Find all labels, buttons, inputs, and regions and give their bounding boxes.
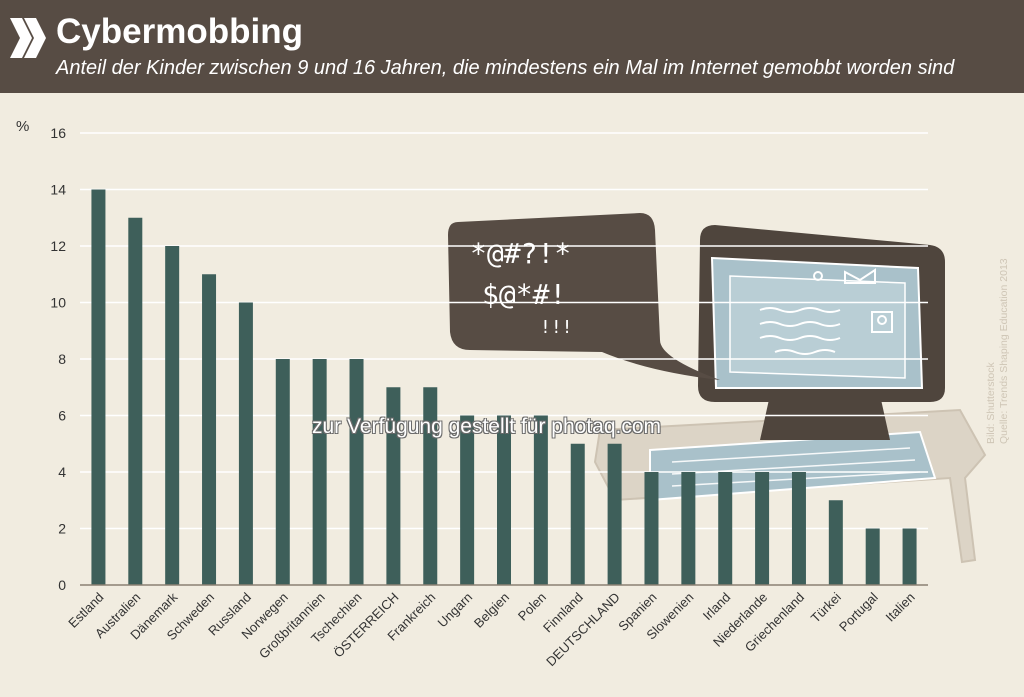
watermark-text: zur Verfügung gestellt für photaq.com — [312, 415, 662, 438]
x-tick-label: Ungarn — [434, 590, 475, 631]
bar-russland — [238, 302, 253, 585]
y-tick-label: 6 — [58, 408, 66, 424]
y-tick-labels: 0 2 4 6 8 10 12 14 16 — [50, 125, 66, 593]
bar-griechenland — [791, 472, 806, 585]
speech-text-line3: !!! — [540, 317, 573, 338]
y-tick-label: 10 — [50, 295, 66, 311]
chart-subtitle: Anteil der Kinder zwischen 9 und 16 Jahr… — [56, 57, 955, 79]
x-tick-label: Polen — [515, 590, 549, 624]
x-tick-label: Irland — [700, 590, 734, 624]
y-tick-label: 4 — [58, 464, 66, 480]
y-tick-label: 2 — [58, 521, 66, 537]
bar-slowenien — [681, 472, 696, 585]
chevron-logo-icon — [10, 18, 46, 58]
y-tick-label: 14 — [50, 182, 66, 198]
bar-irland — [718, 472, 733, 585]
bars — [91, 189, 917, 585]
bar-niederlande — [755, 472, 770, 585]
bar-italien — [902, 528, 917, 585]
y-tick-label: 12 — [50, 238, 66, 254]
bar-dänemark — [165, 246, 180, 585]
header-banner: Cybermobbing Anteil der Kinder zwischen … — [0, 0, 1024, 93]
credit-line-2: Quelle: Trends Shaping Education 2013 — [998, 258, 1010, 444]
bar-deutschland — [607, 443, 622, 585]
x-tick-label: Portugal — [836, 589, 881, 634]
y-axis-label: % — [16, 118, 29, 135]
bar-tschechien — [349, 359, 364, 585]
bar-spanien — [644, 472, 659, 585]
credit-line-1: Bild: Shutterstock — [985, 362, 997, 444]
bar-ungarn — [460, 415, 475, 585]
bar-portugal — [865, 528, 880, 585]
bar-chart: *@#?!* $@*#! !!! 0 2 4 6 8 10 12 14 16 EstlandAu… — [16, 118, 987, 669]
bar-finnland — [570, 443, 585, 585]
x-tick-labels: EstlandAustralienDänemarkSchwedenRusslan… — [65, 589, 917, 669]
x-tick-label: Italien — [883, 590, 918, 625]
bar-estland — [91, 189, 106, 585]
speech-text-line1: *@#?!* — [470, 237, 571, 270]
computer-illustration: *@#?!* $@*#! !!! — [448, 213, 987, 564]
bar-norwegen — [275, 359, 290, 585]
bar-polen — [533, 415, 548, 585]
bar-großbritannien — [312, 359, 327, 585]
image-credit: Bild: Shutterstock Quelle: Trends Shapin… — [985, 258, 1011, 444]
bar-australien — [128, 217, 143, 585]
chart-title: Cybermobbing — [56, 12, 303, 51]
bar-belgien — [497, 415, 511, 585]
bar-österreich — [386, 387, 401, 585]
y-tick-label: 0 — [58, 577, 66, 593]
bar-frankreich — [423, 387, 438, 585]
y-tick-label: 8 — [58, 351, 66, 367]
speech-text-line2: $@*#! — [482, 278, 566, 311]
bar-schweden — [202, 274, 217, 585]
x-tick-label: ÖSTERREICH — [331, 590, 402, 661]
x-tick-label: Belgien — [471, 590, 512, 631]
bar-türkei — [828, 500, 843, 585]
y-tick-label: 16 — [50, 125, 66, 141]
